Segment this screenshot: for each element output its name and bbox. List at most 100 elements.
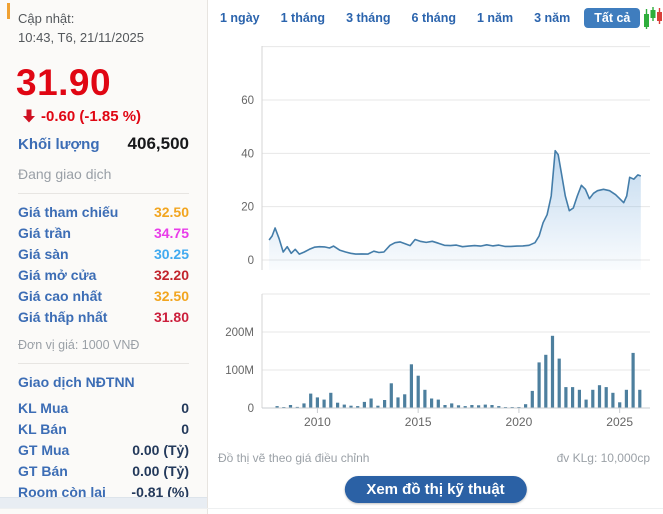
x-axis-label: 2010	[304, 415, 331, 429]
ref-price-row: Giá cao nhất 32.50	[18, 286, 189, 307]
volume-bar	[376, 405, 380, 408]
volume-bar	[577, 389, 581, 408]
foreign-label: Room còn lại	[18, 484, 106, 501]
volume-bar	[456, 405, 461, 408]
range-tab-1-tháng[interactable]: 1 tháng	[280, 11, 326, 25]
foreign-row: GT Mua 0.00 (Tỷ)	[18, 440, 189, 461]
foreign-trading-title: Giao dịch NĐTNN	[18, 373, 135, 390]
page-bottom-divider	[0, 508, 663, 509]
volume-bar	[450, 403, 454, 408]
trading-status: Đang giao dịch	[18, 165, 112, 182]
volume-bar	[463, 406, 467, 408]
volume-bar	[503, 407, 508, 408]
price-area-fill	[269, 150, 641, 270]
chart-note-adjusted: Đồ thị vẽ theo giá điều chỉnh	[218, 451, 370, 465]
ref-price-label: Giá tham chiếu	[18, 204, 119, 221]
volume-bar	[383, 400, 387, 408]
range-tab-3-tháng[interactable]: 3 tháng	[346, 11, 391, 25]
ref-price-row: Giá trần 34.75	[18, 223, 189, 244]
volume-label: Khối lượng	[18, 135, 100, 153]
range-tab-1-năm[interactable]: 1 năm	[476, 11, 514, 25]
price-change-text: -0.60 (-1.85 %)	[41, 107, 142, 125]
volume-bar	[638, 389, 642, 408]
volume-bar	[309, 393, 313, 408]
range-tab-6-tháng[interactable]: 6 tháng	[411, 11, 456, 25]
technical-chart-button[interactable]: Xem đồ thị kỹ thuật	[344, 476, 527, 503]
ref-price-value: 34.75	[153, 225, 189, 242]
foreign-value: 0.00 (Tỷ)	[132, 442, 189, 459]
volume-bar	[295, 406, 299, 408]
volume-ytick-label: 200M	[225, 327, 254, 339]
divider	[18, 362, 189, 364]
volume-bar	[443, 405, 447, 408]
arrow-down-icon	[23, 109, 35, 123]
volume-bar	[336, 402, 340, 408]
volume-bar	[275, 406, 279, 408]
foreign-label: KL Bán	[18, 421, 67, 438]
time-range-tabs: 1 ngày 1 tháng 3 tháng 6 tháng 1 năm 3 năm Tất…	[213, 6, 663, 30]
price-volume-chart: 0 20 40 60 0 100M 200M 2010 2015 2020 2025	[225, 46, 650, 429]
candlestick-chart-icon[interactable]	[643, 6, 663, 30]
price-line	[268, 149, 642, 255]
divider	[18, 192, 189, 194]
volume-bar	[530, 390, 534, 408]
volume-bar	[349, 405, 353, 408]
volume-bar	[631, 352, 635, 408]
price-unit-note: Đơn vị giá: 1000 VNĐ	[18, 337, 140, 352]
volume-bar	[369, 398, 373, 408]
current-price: 31.90	[16, 61, 112, 103]
ref-price-value: 32.50	[153, 204, 189, 221]
volume-bar	[624, 389, 628, 408]
range-tab-3-năm[interactable]: 3 năm	[534, 11, 571, 25]
volume-bar	[282, 407, 286, 408]
foreign-value: 0	[181, 400, 189, 417]
volume-bar	[356, 406, 360, 408]
volume-bar	[483, 404, 487, 408]
volume-bar	[550, 335, 555, 408]
foreign-label: GT Mua	[18, 442, 70, 459]
scroll-indicator	[7, 3, 10, 19]
last-updated: Cập nhật: 10:43, T6, 21/11/2025	[18, 10, 207, 48]
volume-bar	[544, 354, 548, 408]
ref-price-label: Giá mở cửa	[18, 267, 97, 284]
foreign-trading-list: KL Mua 0 KL Bán 0 GT Mua 0.00 (Tỷ) GT Bán 0.00 …	[0, 398, 207, 503]
volume-bar	[584, 399, 588, 408]
volume-bar	[477, 405, 481, 408]
quote-sidebar: Cập nhật: 10:43, T6, 21/11/2025 31.90 -0…	[0, 0, 208, 514]
volume-bar	[490, 405, 494, 408]
ref-price-row: Giá mở cửa 32.20	[18, 265, 189, 286]
price-ytick-label: 0	[248, 255, 254, 267]
last-updated-time: 10:43, T6, 21/11/2025	[18, 29, 145, 45]
volume-bar	[537, 362, 541, 408]
x-axis-label: 2015	[405, 415, 432, 429]
volume-ytick-label: 0	[248, 403, 254, 415]
foreign-value: 0	[181, 421, 189, 438]
price-change: -0.60 (-1.85 %)	[22, 108, 207, 125]
volume-bar	[436, 399, 440, 408]
range-tab-1-ngày[interactable]: 1 ngày	[220, 11, 260, 25]
volume-bar	[403, 394, 407, 408]
volume-bar	[597, 385, 602, 408]
volume-bar	[604, 387, 608, 408]
range-tab-tất-cả[interactable]: Tất cả	[584, 8, 641, 28]
ref-price-value: 31.80	[153, 309, 189, 326]
volume-ytick-label: 100M	[225, 365, 254, 377]
volume-bar	[409, 364, 413, 408]
price-ytick-label: 60	[241, 95, 254, 107]
ref-price-value: 32.50	[153, 288, 189, 305]
volume-bar	[430, 398, 434, 408]
ref-price-label: Giá thấp nhất	[18, 309, 108, 326]
volume-bar	[342, 404, 346, 408]
volume-bar	[564, 387, 568, 408]
volume-bar	[322, 399, 326, 408]
volume-bar	[611, 392, 615, 408]
price-ytick-label: 20	[241, 202, 254, 214]
volume-bar	[510, 407, 514, 408]
ref-price-label: Giá cao nhất	[18, 288, 103, 305]
volume-bar	[396, 397, 400, 408]
ref-price-label: Giá trần	[18, 225, 71, 242]
last-updated-label: Cập nhật:	[18, 11, 75, 26]
foreign-row: GT Bán 0.00 (Tỷ)	[18, 461, 189, 482]
ref-price-value: 30.25	[153, 246, 189, 263]
